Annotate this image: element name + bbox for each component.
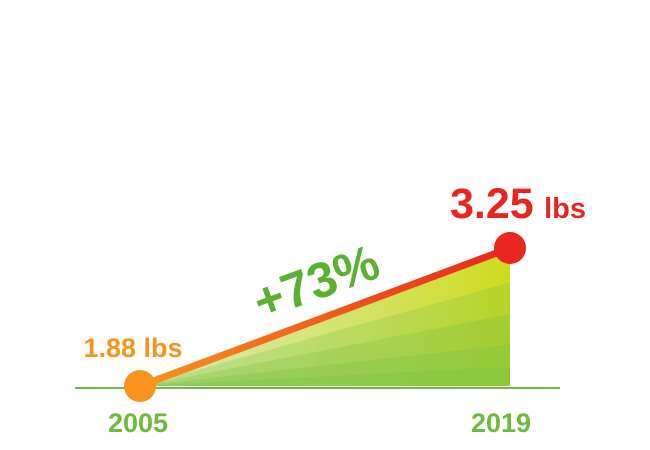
end-value-number: 3.25 [450, 180, 534, 228]
trend-line [136, 244, 514, 390]
end-value-label: 3.25 lbs [450, 180, 586, 228]
start-point [124, 370, 156, 402]
area-band [140, 344, 510, 386]
area-band [140, 314, 510, 386]
area-band [140, 366, 510, 386]
end-value-unit: lbs [544, 193, 586, 225]
x-tick-label-end: 2019 [471, 408, 531, 438]
end-point [494, 232, 526, 264]
area-band [140, 282, 510, 386]
start-value-label: 1.88 lbs [83, 333, 182, 363]
x-tick-label-start: 2005 [108, 408, 168, 438]
